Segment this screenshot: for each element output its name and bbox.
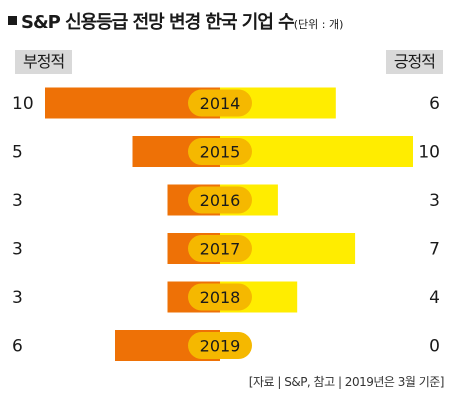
positive-value-label: 6 [429,94,440,114]
year-pill [188,89,252,117]
positive-value-label: 10 [418,143,440,163]
year-pill [188,235,252,262]
negative-value-label: 3 [12,240,23,260]
negative-value-label: 3 [12,288,23,308]
positive-value-label: 7 [429,240,440,260]
chart-title: S&P 신용등급 전망 변경 한국 기업 수(단위 : 개) [8,8,343,34]
year-label: 2019 [200,337,241,356]
positive-label: 긍정적 [385,50,443,74]
year-label: 2017 [200,240,241,259]
negative-value-label: 10 [12,94,34,114]
year-label: 2018 [200,288,241,307]
year-label: 2015 [200,143,241,162]
negative-label: 부정적 [15,50,73,74]
year-pill [188,186,252,214]
negative-value-label: 5 [12,143,23,163]
year-pill [188,332,252,359]
positive-value-label: 0 [429,337,440,357]
square-bullet-icon [8,16,17,25]
year-pill [188,138,252,165]
year-label: 2016 [200,191,241,210]
source-note: [자료 | S&P, 참고 | 2019년은 3월 기준] [248,375,445,389]
unit-label: (단위 : 개) [293,18,344,31]
positive-bar [220,136,413,167]
positive-value-label: 3 [429,191,440,211]
title-text: S&P 신용등급 전망 변경 한국 기업 수 [21,12,295,33]
year-pill [188,283,252,311]
year-label: 2014 [200,94,241,113]
positive-value-label: 4 [429,288,440,308]
negative-value-label: 3 [12,191,23,211]
negative-value-label: 6 [12,337,23,357]
